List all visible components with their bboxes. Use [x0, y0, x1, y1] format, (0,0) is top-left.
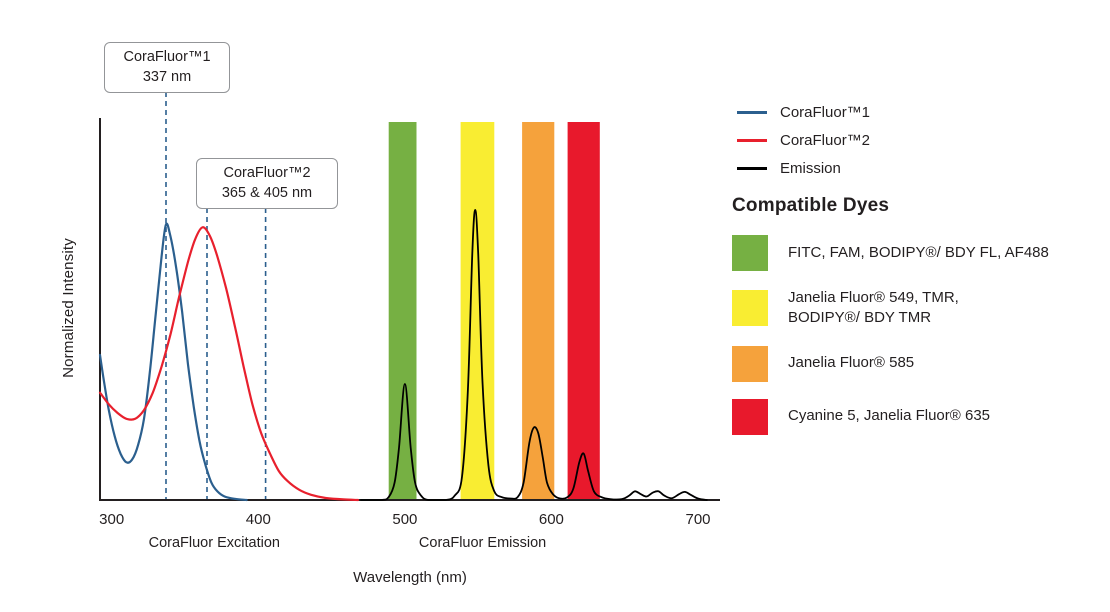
- callout-corafluor2: CoraFluor™2 365 & 405 nm: [196, 158, 338, 210]
- legend-item-corafluor2: CoraFluor™2: [737, 130, 870, 150]
- dye-label-orange: Janelia Fluor® 585: [788, 354, 915, 372]
- axis-sublabel-corafluor-excitation: CoraFluor Excitation: [149, 535, 280, 551]
- curve-corafluor-2: [98, 226, 360, 502]
- x-tick-500: 500: [392, 511, 417, 528]
- dye-label-green: FITC, FAM, BODIPY®/ BDY FL, AF488: [788, 243, 1049, 261]
- filter-band-cyanine-5-ja: [567, 122, 600, 500]
- legend-item-corafluor1: CoraFluor™1: [737, 102, 870, 122]
- x-tick-700: 700: [685, 511, 710, 528]
- x-tick-600: 600: [539, 511, 564, 528]
- red-dye-swatch: [732, 398, 768, 435]
- legend: CoraFluor™1 CoraFluor™2 Emission: [737, 102, 870, 178]
- emission-line-swatch: [737, 166, 767, 170]
- dye-label-yellow: Janelia Fluor® 549, TMR, BODIPY®/ BDY TM…: [788, 289, 959, 327]
- legend-label-emission: Emission: [780, 159, 841, 177]
- callout-corafluor1: CoraFluor™1 337 nm: [104, 42, 230, 94]
- callout-corafluor1-wavelength: 337 nm: [142, 68, 192, 85]
- corafluor2-line-swatch: [737, 138, 767, 142]
- dye-item-red: Cyanine 5, Janelia Fluor® 635: [732, 398, 1104, 435]
- spectra-chart: 300 400 500 600 700 CoraFluor Excitation CoraF…: [98, 92, 720, 586]
- curve-emission: [360, 209, 708, 501]
- filter-band-fitc-fam-bod: [388, 122, 417, 500]
- x-tick-300: 300: [99, 511, 124, 528]
- compatible-dyes-heading: Compatible Dyes: [732, 195, 890, 216]
- dye-item-green: FITC, FAM, BODIPY®/ BDY FL, AF488: [732, 235, 1104, 271]
- dye-label-red: Cyanine 5, Janelia Fluor® 635: [788, 407, 991, 425]
- compatible-dyes-panel: Compatible Dyes FITC, FAM, BODIPY®/ BDY …: [732, 195, 1104, 452]
- axis-sublabel-corafluor-emission: CoraFluor Emission: [419, 535, 546, 551]
- x-axis-title: Wavelength (nm): [353, 569, 467, 586]
- callout-corafluor2-wavelength: 365 & 405 nm: [221, 184, 313, 201]
- legend-label-corafluor2: CoraFluor™2: [780, 131, 871, 149]
- corafluor1-line-swatch: [737, 110, 767, 114]
- filter-band-janelia-fluo: [522, 122, 555, 500]
- orange-dye-swatch: [732, 345, 768, 382]
- x-tick-400: 400: [246, 511, 271, 528]
- y-axis-title: Normalized Intensity: [60, 238, 77, 378]
- dye-item-orange: Janelia Fluor® 585: [732, 345, 1104, 382]
- curve-corafluor-1: [98, 222, 248, 502]
- legend-item-emission: Emission: [737, 158, 870, 178]
- callout-corafluor1-title: CoraFluor™1: [123, 49, 211, 65]
- legend-label-corafluor1: CoraFluor™1: [780, 103, 871, 121]
- green-dye-swatch: [732, 235, 768, 271]
- callout-corafluor2-title: CoraFluor™2: [223, 165, 311, 181]
- yellow-dye-swatch: [732, 290, 768, 327]
- dye-item-yellow: Janelia Fluor® 549, TMR, BODIPY®/ BDY TM…: [732, 288, 1104, 329]
